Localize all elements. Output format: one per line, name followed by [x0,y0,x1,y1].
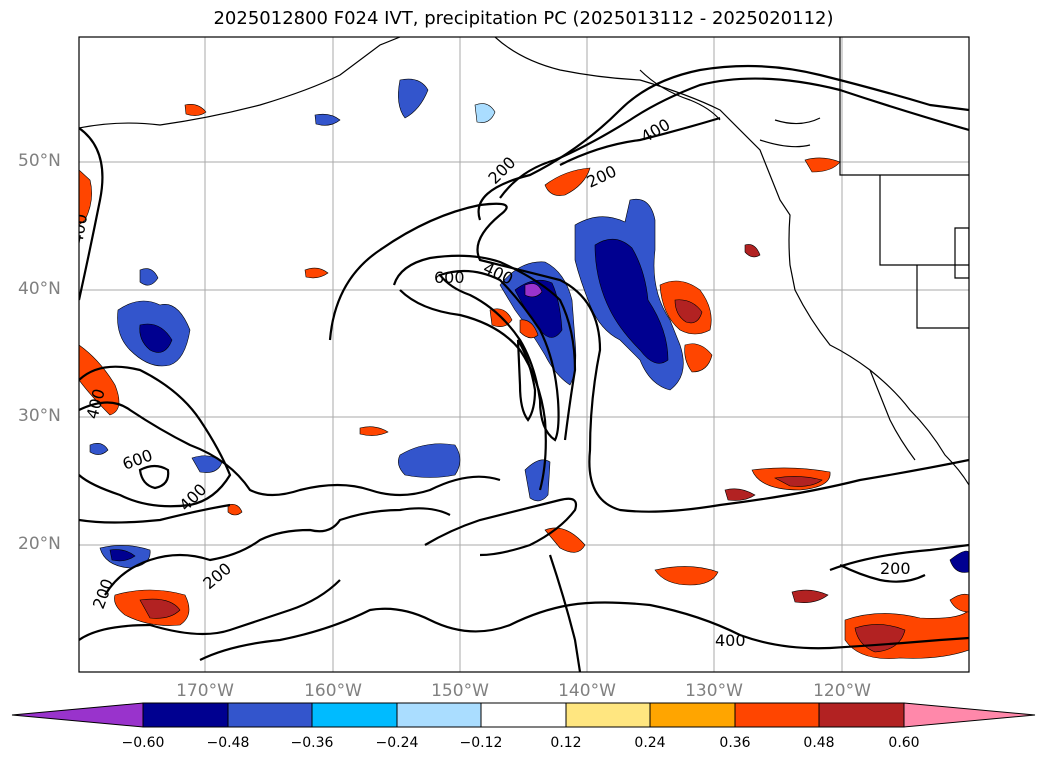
lat-label: 20°N [18,534,61,554]
contour-label: 400 [715,631,746,650]
colorbar-tick-label: 0.60 [888,735,920,751]
colorbar-tick-label: 0.36 [719,735,751,751]
colorbar-tick-label: 0.48 [803,735,835,751]
coastlines [79,37,969,486]
lat-label: 30°N [18,406,61,426]
colorbar-tick-label: −0.48 [206,735,250,751]
colorbar-segment [142,702,229,728]
lon-label: 150°W [431,681,489,701]
colorbar-segment [480,702,567,728]
colorbar-tick-label: −0.36 [290,735,334,751]
contour-label: 200 [880,559,911,578]
colorbar-tick-label: −0.24 [375,735,419,751]
colorbar-segment [818,702,905,728]
precip-negative-regions [89,78,969,573]
colorbar [11,702,1036,728]
colorbar-segment [565,702,651,728]
lon-label: 170°W [176,681,234,701]
contour-label: 600 [434,268,465,287]
map-title: 2025012800 F024 IVT, precipitation PC (2… [213,8,834,29]
colorbar-tick-label: 0.12 [550,735,582,751]
colorbar-tick-label: 0.24 [634,735,666,751]
lat-label: 40°N [18,279,61,299]
colorbar-segment [649,702,736,728]
map-frame [78,36,970,673]
lon-label: 120°W [813,681,871,701]
lon-label: 130°W [685,681,743,701]
colorbar-extend-min [11,702,144,728]
colorbar-tick-label: −0.12 [459,735,503,751]
lat-label: 50°N [18,151,61,171]
precip-positive-regions [79,104,969,659]
lon-label: 160°W [304,681,362,701]
colorbar-tick-label: −0.60 [121,735,165,751]
lon-label: 140°W [558,681,616,701]
colorbar-segment [396,702,482,728]
colorbar-extend-max [903,702,1036,728]
colorbar-segment [734,702,820,728]
colorbar-segment [311,702,398,728]
ivt-contours [79,64,969,672]
colorbar-segment [227,702,313,728]
